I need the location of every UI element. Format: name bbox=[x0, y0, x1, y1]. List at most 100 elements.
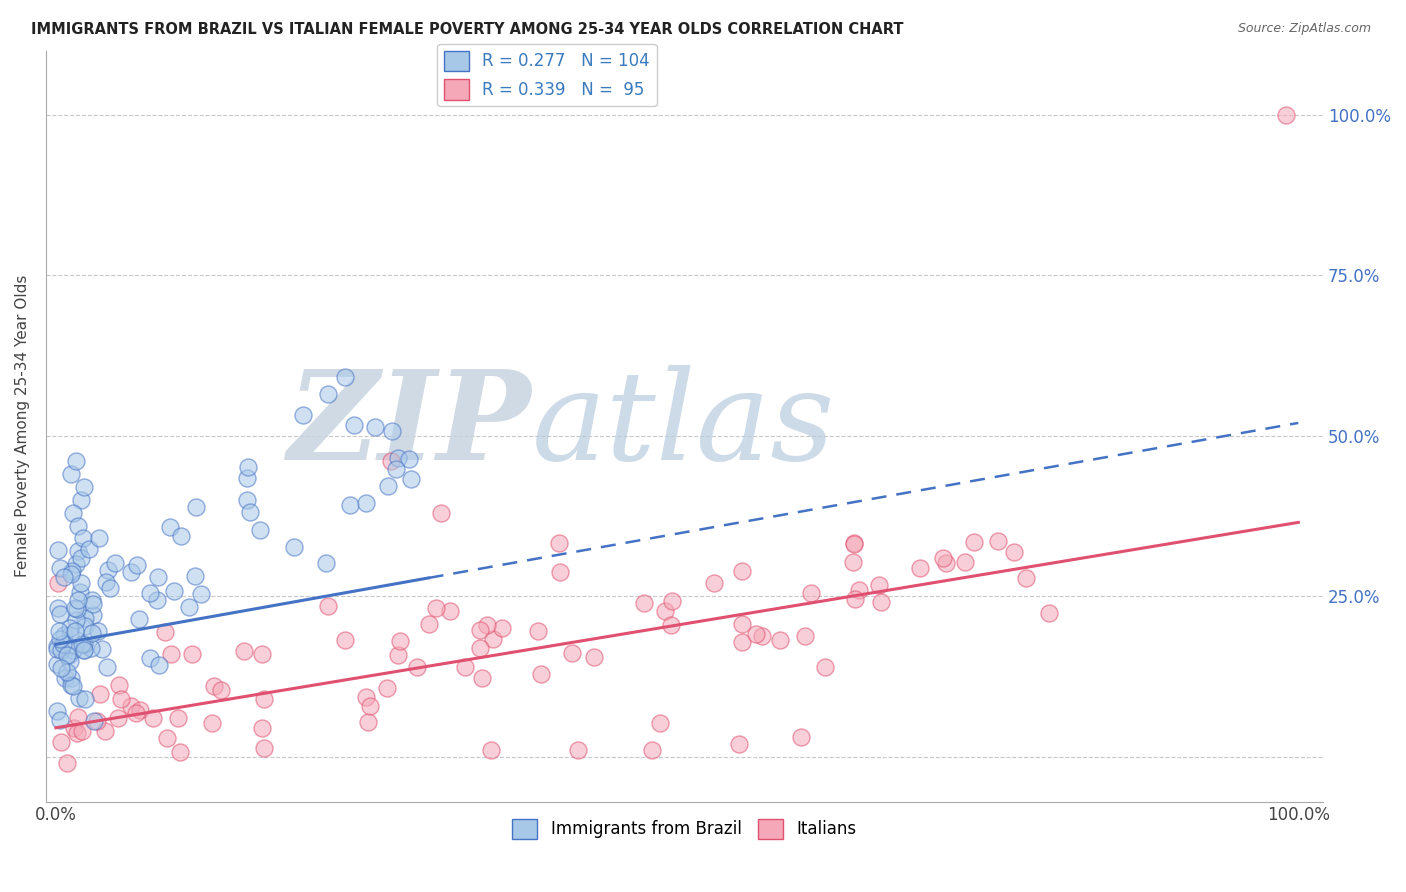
Point bbox=[236, 460, 259, 475]
Point bbox=[987, 534, 1010, 549]
Point bbox=[89, 687, 111, 701]
Point bbox=[1002, 545, 1025, 559]
Legend: Immigrants from Brazil, Italians: Immigrants from Brazil, Italians bbox=[506, 812, 863, 846]
Point bbox=[59, 467, 82, 482]
Point bbox=[46, 704, 69, 718]
Point bbox=[89, 531, 111, 545]
Point bbox=[48, 607, 70, 621]
Point bbox=[184, 568, 207, 582]
Point bbox=[190, 587, 212, 601]
Point bbox=[46, 601, 69, 615]
Point bbox=[82, 597, 104, 611]
Point bbox=[58, 648, 80, 663]
Point bbox=[291, 408, 314, 422]
Point bbox=[87, 624, 110, 638]
Point bbox=[236, 493, 259, 508]
Point bbox=[335, 632, 357, 647]
Point bbox=[316, 599, 339, 613]
Point bbox=[731, 565, 754, 579]
Point bbox=[163, 583, 186, 598]
Point bbox=[249, 523, 271, 537]
Point bbox=[343, 417, 366, 432]
Point bbox=[70, 637, 93, 651]
Text: Source: ZipAtlas.com: Source: ZipAtlas.com bbox=[1237, 22, 1371, 36]
Point bbox=[842, 537, 865, 551]
Point bbox=[425, 600, 447, 615]
Point bbox=[80, 626, 103, 640]
Text: ZIP: ZIP bbox=[288, 366, 531, 487]
Point bbox=[209, 683, 232, 698]
Point bbox=[654, 604, 676, 618]
Point bbox=[388, 633, 411, 648]
Point bbox=[60, 564, 83, 578]
Point bbox=[70, 723, 93, 738]
Point bbox=[169, 745, 191, 759]
Point bbox=[65, 557, 87, 571]
Point bbox=[51, 735, 73, 749]
Point bbox=[49, 713, 72, 727]
Point bbox=[73, 643, 96, 657]
Point bbox=[49, 632, 72, 647]
Point bbox=[59, 566, 82, 581]
Point bbox=[67, 691, 90, 706]
Point bbox=[55, 756, 77, 770]
Point bbox=[60, 678, 83, 692]
Point bbox=[962, 534, 984, 549]
Point bbox=[73, 691, 96, 706]
Point bbox=[125, 706, 148, 720]
Point bbox=[52, 636, 75, 650]
Point bbox=[385, 462, 408, 476]
Point bbox=[381, 424, 404, 438]
Point bbox=[65, 613, 87, 627]
Point bbox=[848, 582, 870, 597]
Point bbox=[67, 710, 90, 724]
Point bbox=[53, 570, 76, 584]
Point bbox=[200, 716, 222, 731]
Point bbox=[454, 660, 477, 674]
Point bbox=[70, 575, 93, 590]
Point bbox=[62, 642, 84, 657]
Point bbox=[63, 721, 86, 735]
Point bbox=[139, 585, 162, 599]
Point bbox=[51, 643, 73, 657]
Point bbox=[250, 721, 273, 735]
Point bbox=[567, 743, 589, 757]
Point bbox=[77, 542, 100, 557]
Point bbox=[439, 604, 461, 618]
Point bbox=[790, 731, 813, 745]
Point bbox=[253, 691, 276, 706]
Point bbox=[935, 556, 957, 570]
Point bbox=[69, 550, 91, 565]
Point bbox=[932, 551, 955, 566]
Point bbox=[63, 624, 86, 638]
Point bbox=[63, 600, 86, 615]
Point bbox=[731, 635, 754, 649]
Point bbox=[814, 660, 837, 674]
Point bbox=[53, 671, 76, 685]
Point bbox=[67, 544, 90, 558]
Point bbox=[235, 471, 257, 485]
Point bbox=[67, 592, 90, 607]
Point bbox=[93, 724, 115, 739]
Point bbox=[375, 681, 398, 696]
Point bbox=[49, 661, 72, 675]
Point bbox=[335, 369, 357, 384]
Point bbox=[66, 601, 89, 615]
Point bbox=[364, 420, 387, 434]
Point bbox=[108, 677, 131, 691]
Point bbox=[48, 542, 70, 557]
Point bbox=[356, 690, 378, 704]
Point bbox=[481, 632, 503, 646]
Point bbox=[184, 500, 207, 514]
Point bbox=[90, 641, 112, 656]
Point bbox=[69, 492, 91, 507]
Point bbox=[166, 711, 188, 725]
Point bbox=[399, 472, 422, 486]
Point bbox=[406, 660, 429, 674]
Point bbox=[377, 479, 399, 493]
Point bbox=[547, 536, 569, 550]
Point bbox=[315, 556, 337, 570]
Point bbox=[62, 506, 84, 520]
Point bbox=[104, 556, 127, 570]
Point bbox=[73, 611, 96, 625]
